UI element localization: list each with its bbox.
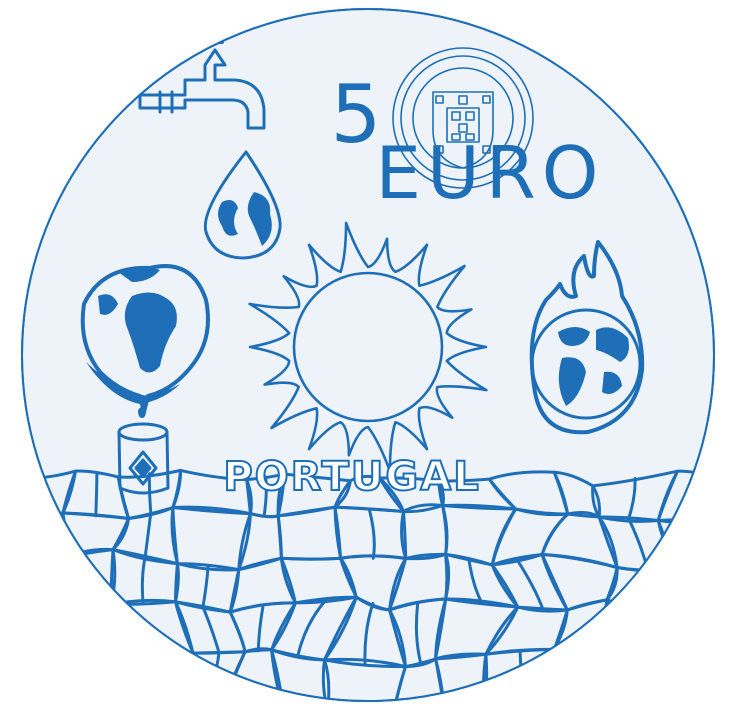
ground-crack-cell [653, 601, 714, 667]
ground-crack-cell [22, 550, 80, 616]
ground-crack-line [627, 477, 637, 521]
ground-crack-line [201, 565, 210, 609]
ground-crack-cell [601, 598, 673, 667]
ground-crack-cell [108, 651, 195, 701]
ground-crack-line [94, 472, 99, 518]
ground-crack-line [685, 517, 698, 570]
ground-crack-line [577, 649, 587, 701]
sun-icon [248, 221, 488, 473]
ground-crack-line [39, 517, 46, 557]
ground-crack-cell [670, 566, 714, 619]
ground-crack-line [40, 553, 51, 613]
ground-crack-cell [60, 602, 136, 666]
ground-crack-line [414, 603, 423, 665]
ground-crack-line [143, 511, 153, 559]
ground-crack-line [256, 606, 265, 653]
ground-crack-cell [392, 657, 447, 701]
oil-barrel-icon [117, 422, 170, 495]
country-name-text: PORTUGAL [223, 454, 480, 500]
ground-crack-line [627, 657, 640, 701]
ground-crack-line [39, 654, 46, 701]
melting-earth-icon [80, 264, 210, 418]
ground-crack-cell [22, 511, 66, 560]
denomination-text: 5 [331, 68, 382, 161]
ground-crack-line [363, 602, 375, 665]
ground-crack-cell [22, 606, 80, 666]
ground-crack-line [84, 661, 100, 701]
ground-crack-line [201, 605, 221, 654]
ground-crack-line [683, 656, 695, 701]
ground-crack-cell [59, 659, 136, 701]
ground-crack-cell [601, 651, 672, 701]
currency-text: EURO [376, 131, 605, 215]
ground-crack-cell [22, 647, 66, 701]
ground-crack-line [691, 566, 699, 612]
ground-crack-line [262, 475, 268, 517]
ground-crack-line [515, 558, 545, 610]
national-coat-of-arms-seal [392, 47, 534, 189]
ground-crack-cell [552, 647, 609, 701]
ground-crack-cell [653, 649, 714, 701]
ground-crack-line [145, 656, 165, 701]
ground-crack-line [296, 598, 328, 657]
coin-rim [21, 8, 715, 702]
earth-water-drop-icon [203, 150, 282, 260]
burning-earth-icon [529, 240, 645, 435]
ground-crack-line [140, 555, 147, 605]
